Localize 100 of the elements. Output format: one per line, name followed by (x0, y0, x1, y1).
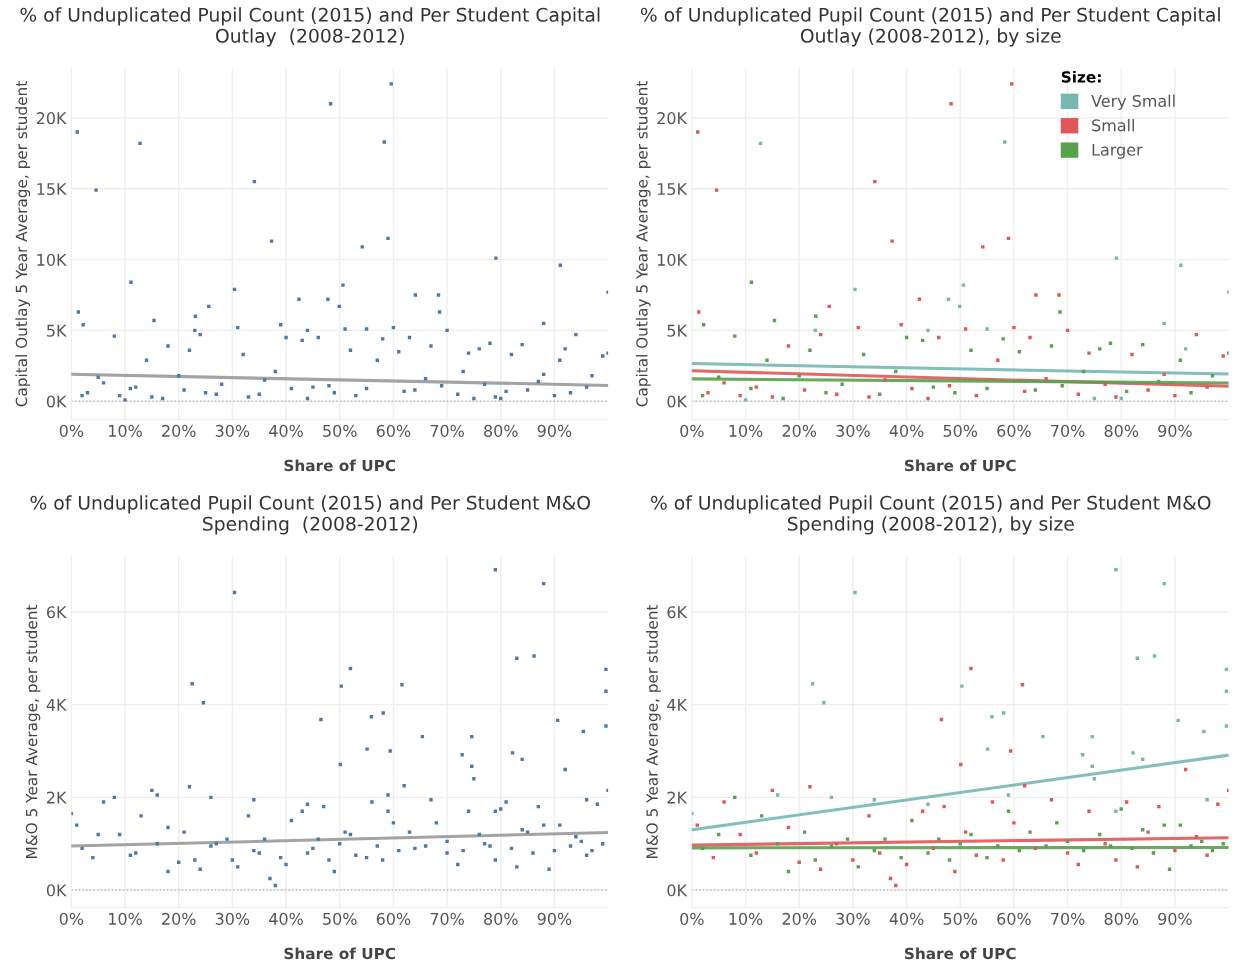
x-tick-label: 30% (215, 424, 250, 437)
y-tick-label: 20K (657, 112, 688, 125)
point (1033, 388, 1038, 392)
point (822, 701, 826, 705)
point (813, 858, 818, 862)
point (1049, 344, 1054, 348)
point (1065, 851, 1070, 855)
point (1058, 310, 1062, 314)
x-tick-label: 10% (109, 424, 142, 437)
point (1012, 325, 1016, 330)
x-axis-title: Share of UPC (904, 947, 1016, 960)
point (1119, 807, 1123, 811)
point (840, 382, 844, 386)
point (853, 590, 857, 595)
point (743, 398, 748, 402)
x-tick-label: 10% (729, 424, 763, 437)
point (969, 348, 973, 352)
point (963, 830, 968, 834)
point (696, 130, 700, 134)
y-tick-label: 0K (46, 884, 67, 897)
point (1076, 392, 1081, 396)
point (1041, 734, 1045, 739)
point (926, 328, 930, 333)
chart-title: % of Unduplicated Pupil Count (2015) and Per Student M&O Spending (2008-2012), by size (651, 495, 1211, 535)
point (985, 747, 990, 751)
point (1135, 865, 1140, 869)
point (1001, 858, 1005, 862)
point (1162, 581, 1166, 586)
y-tick-label: 0K (667, 884, 688, 897)
point (890, 239, 894, 243)
point (985, 327, 989, 331)
point (894, 883, 898, 888)
x-tick-label: 40% (269, 912, 303, 925)
point (1114, 256, 1119, 260)
point (808, 785, 812, 789)
x-tick-label: 30% (836, 424, 870, 437)
point (1162, 321, 1166, 326)
point (733, 334, 737, 338)
x-tick-label: 80% (1104, 912, 1139, 925)
point (853, 287, 857, 292)
legend-label: Larger (1092, 143, 1143, 159)
point (899, 855, 903, 860)
point (942, 804, 946, 809)
point (1205, 385, 1209, 389)
point (960, 684, 964, 688)
chart-title: % of Unduplicated Pupil Count (2015) and Per Student M&O Spending (2008-2012) (30, 495, 590, 535)
point (899, 323, 903, 327)
point (765, 358, 769, 362)
x-tick-label: 80% (484, 912, 518, 925)
point (781, 396, 785, 401)
point (716, 375, 721, 379)
point (1131, 751, 1135, 755)
point (1087, 809, 1091, 813)
x-tick-label: 70% (430, 424, 464, 437)
point (1008, 749, 1013, 753)
point (1114, 858, 1118, 862)
point (722, 800, 726, 804)
point (754, 851, 758, 855)
chart-title: % of Unduplicated Pupil Count (2015) and Per Student Capital Outlay (2008-2012), by size (640, 7, 1220, 47)
point (937, 837, 941, 841)
y-axis-title: Capital Outlay 5 Year Average, per student (635, 81, 651, 407)
point (969, 832, 973, 837)
point (1205, 853, 1209, 857)
x-tick-label: 70% (430, 912, 464, 925)
x-tick-label: 0% (680, 912, 704, 925)
point (1183, 347, 1188, 351)
point (770, 395, 775, 399)
point (963, 327, 968, 331)
y-tick-label: 4K (46, 699, 67, 711)
y-tick-label: 2K (667, 791, 688, 804)
y-tick-label: 15K (657, 183, 688, 196)
point (1141, 828, 1145, 832)
point (824, 391, 828, 395)
point (1178, 358, 1182, 362)
point (996, 358, 1000, 362)
point (867, 814, 871, 818)
point (1157, 804, 1161, 809)
y-tick-label: 2K (47, 791, 67, 804)
point (996, 844, 1000, 848)
point (878, 392, 882, 396)
point (851, 858, 855, 862)
point (883, 378, 887, 382)
x-tick-label: 60% (997, 912, 1031, 925)
point (1006, 793, 1011, 797)
point (738, 393, 742, 398)
point (949, 102, 953, 106)
point (873, 179, 877, 184)
point (1130, 352, 1134, 357)
point (802, 388, 807, 392)
x-tick-label: 20% (782, 912, 817, 925)
x-tick-label: 0% (59, 912, 84, 925)
y-tick-label: 6K (667, 606, 688, 619)
point (1103, 382, 1107, 386)
point (1179, 263, 1183, 267)
y-tick-label: 15K (37, 183, 67, 196)
point (985, 386, 989, 391)
y-tick-label: 0K (46, 395, 67, 408)
point (1044, 844, 1048, 848)
x-tick-label: 60% (376, 912, 411, 925)
point (985, 855, 989, 860)
